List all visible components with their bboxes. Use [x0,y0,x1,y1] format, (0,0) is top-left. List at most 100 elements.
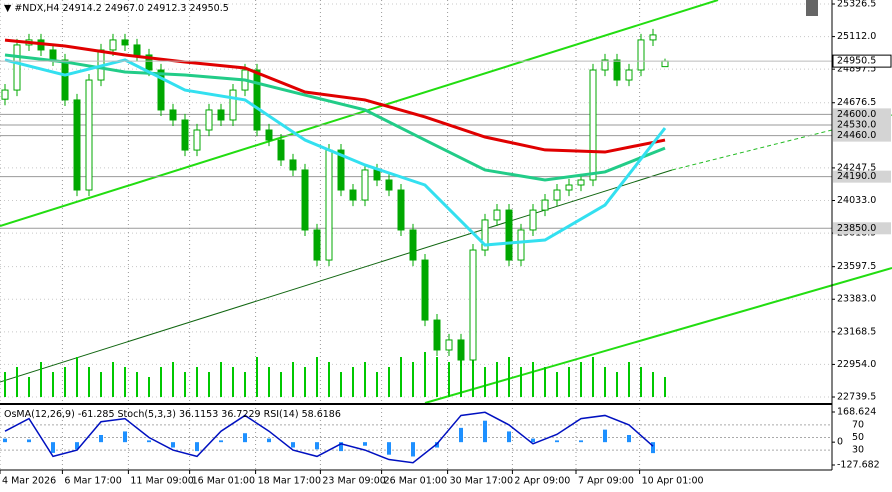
osma-bar [339,442,343,452]
last-close: 24950.5 [189,3,228,14]
x-tick-label: 16 Mar 01:00 [192,476,255,487]
osma-bar [555,440,559,443]
osma-bar [483,420,487,443]
current-price-label: 24950.5 [837,56,876,67]
volume-bar [28,377,30,397]
last-open: 24914.2 [62,3,101,14]
osma-bar [99,435,103,443]
volume-bar [436,357,438,397]
volume-bar [88,367,90,397]
volume-bar [388,367,390,397]
candle-body [613,59,621,81]
volume-bar [304,367,306,397]
candle-body [193,129,201,151]
y-tick-label: 25326.5 [837,0,876,10]
candle-body [661,60,669,68]
level-box [833,170,891,183]
volume-bar [580,362,582,397]
osma-bar [603,429,607,443]
candle-body [589,69,597,181]
osma-bar [315,442,319,450]
candle-body [457,339,465,361]
volume-bar [604,367,606,397]
moving-average [4,38,666,154]
candle-body [85,79,93,191]
y-tick-label: 24676.5 [837,97,876,108]
channel-lower [424,267,892,404]
candle-body [541,199,549,211]
y-tick-label: 22954.0 [837,359,876,370]
level-label: 24530.0 [837,119,876,130]
candle-body [517,229,525,261]
stoch-line [4,411,654,464]
volume-bar [184,372,186,397]
volume-bar [448,362,450,397]
volume-bar [280,372,282,397]
level-label: 24600.0 [837,109,876,120]
candle-body [469,249,477,361]
volume-bar [520,367,522,397]
volume-bar [112,362,114,397]
volume-bar [664,377,666,397]
volume-bar [400,357,402,397]
candle-body [49,49,57,61]
x-tick-label: 6 Mar 17:00 [64,476,121,487]
osma-bar [171,442,175,448]
volume-bar [568,367,570,397]
volume-bar [340,372,342,397]
candle-body [577,179,585,186]
volume-bar [508,357,510,397]
osma-bar [411,442,415,457]
volume-bar [232,367,234,397]
candle-body [181,119,189,151]
candle-body [421,259,429,321]
volume-bar [376,372,378,397]
candle-body [445,339,453,351]
trend-extension [671,114,892,171]
osma-bar [651,442,655,454]
y-tick-label: 24033.0 [837,195,876,206]
volume-bar [40,362,42,397]
last-high: 24967.0 [105,3,144,14]
x-tick-label: 7 Apr 09:00 [578,476,634,487]
osma-bar [579,440,583,443]
y-tick-label: 23597.5 [837,261,876,272]
candle-body [565,184,573,191]
candle-body [433,319,441,351]
marks [0,28,832,464]
y-tick-label: 24897.5 [837,64,876,75]
candle-body [649,34,657,41]
volume-bar [172,362,174,397]
candle-body [253,69,261,131]
x-tick-label: 4 Mar 2026 [2,476,56,487]
candle-body [301,169,309,231]
osma-bar [123,431,127,443]
current-price-box [832,54,892,68]
candle-body [601,59,609,71]
volume-bar [532,362,534,397]
volume-bar [640,367,642,397]
osma-bar [243,433,247,443]
volume-bar [160,367,162,397]
stoch-level-label: 70 [852,419,864,430]
x-tick-label: 2 Apr 09:00 [514,476,570,487]
volume-bar [76,357,78,397]
volume-bar [460,352,462,397]
volume-bar [556,372,558,397]
volume-bar [364,362,366,397]
osma-bar [27,439,31,443]
volume-bar [616,372,618,397]
osma-bar [147,440,151,443]
level-label: 23850.0 [837,223,876,234]
x-tick-label: 26 Mar 01:00 [384,476,447,487]
osma-value: -61.285 [78,409,115,420]
volume-bar [196,367,198,397]
candle-body [61,59,69,101]
osma-bar [363,442,367,446]
osma-bar [75,442,79,450]
candle-body [133,44,141,56]
candle-body [373,169,381,181]
candle-body [397,189,405,231]
